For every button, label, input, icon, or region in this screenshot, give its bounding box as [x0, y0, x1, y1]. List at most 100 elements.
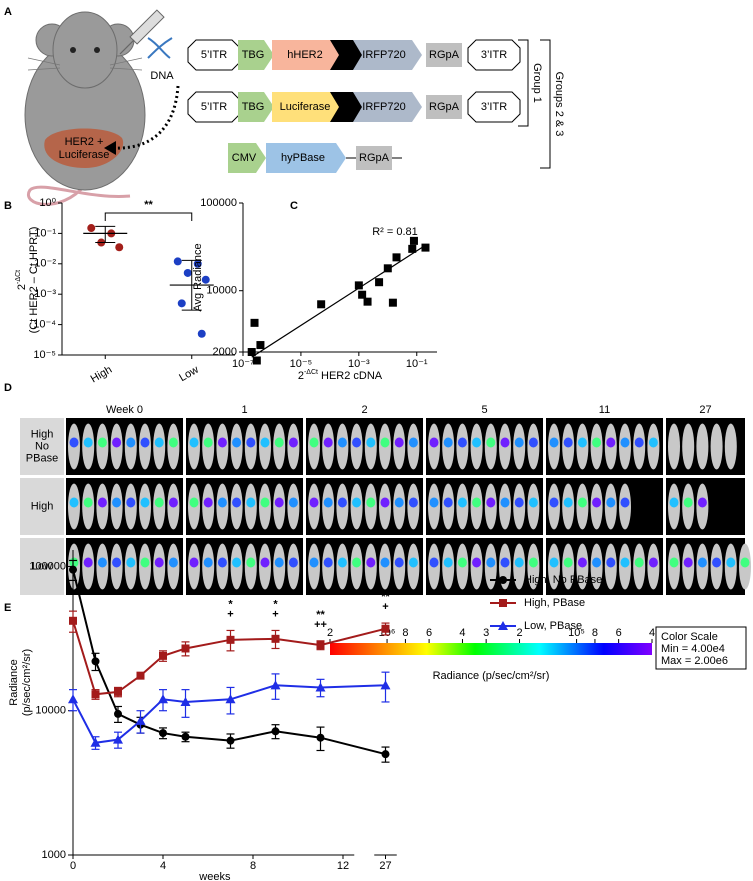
- significance-label: +: [272, 608, 278, 620]
- signal-spot: [486, 437, 496, 448]
- signal-spot: [514, 557, 524, 568]
- y-axis-title: 2-ΔCt (Ct HER2 – Ct HPRT): [15, 227, 40, 334]
- signal-spot: [577, 557, 587, 568]
- construct-label: 5’ITR: [201, 49, 227, 61]
- signal-spot: [457, 557, 467, 568]
- row-label-box: [20, 478, 64, 535]
- colorbar: [330, 643, 652, 655]
- data-point: [226, 736, 235, 745]
- signal-spot: [606, 437, 616, 448]
- signal-spot: [634, 557, 644, 568]
- signal-spot: [443, 557, 453, 568]
- legend-marker: [498, 621, 508, 630]
- data-point: [317, 300, 326, 309]
- construct-element: [272, 92, 344, 122]
- significance-label: *: [273, 598, 278, 610]
- signal-spot: [549, 557, 559, 568]
- construct-label: 3’ITR: [481, 101, 507, 113]
- series-line: [72, 569, 386, 756]
- mouse-eye: [70, 47, 76, 53]
- group-bracket: [518, 39, 529, 127]
- construct-element: [426, 95, 462, 119]
- data-point: [226, 635, 235, 644]
- construct-element: [266, 143, 346, 173]
- column-label: 5: [481, 404, 487, 416]
- construct-element: [426, 43, 462, 67]
- y-tick-label: 100000: [200, 197, 237, 209]
- construct-label: Luciferase: [280, 101, 331, 113]
- data-point: [315, 682, 326, 692]
- signal-spot: [352, 497, 362, 508]
- construct-element: [467, 91, 521, 123]
- mouse-image: [710, 423, 723, 470]
- colorbar-tick-label: 2: [516, 627, 522, 639]
- x-tick-label: 8: [250, 860, 256, 872]
- signal-spot: [740, 557, 750, 568]
- group-label: Groups 2 & 3: [553, 72, 565, 137]
- mouse-whiskers: [27, 57, 143, 71]
- construct-element: [272, 40, 344, 70]
- signal-spot: [500, 437, 510, 448]
- row-label: High: [31, 500, 54, 512]
- signal-spot: [154, 437, 164, 448]
- signal-spot: [683, 497, 693, 508]
- x-axis-title-base: 2: [298, 370, 304, 382]
- signal-spot: [486, 497, 496, 508]
- signal-spot: [288, 497, 298, 508]
- data-point: [159, 729, 167, 738]
- x-tick-label: 12: [337, 860, 349, 872]
- signal-spot: [203, 437, 213, 448]
- signal-spot: [83, 497, 93, 508]
- significance-label: **: [316, 609, 325, 621]
- signal-spot: [408, 437, 418, 448]
- y-tick-label: 10⁰: [39, 197, 56, 209]
- signal-spot: [274, 437, 284, 448]
- series-line: [72, 684, 386, 744]
- signal-spot: [140, 557, 150, 568]
- signal-spot: [203, 557, 213, 568]
- x-tick-label: 10⁻⁵: [290, 358, 313, 370]
- y-tick-label: 100000: [29, 560, 66, 572]
- signal-spot: [549, 437, 559, 448]
- legend-marker: [499, 576, 507, 584]
- mouse-illustration: [24, 11, 146, 206]
- mouse-image: [696, 423, 709, 470]
- y-axis-title: Radiance: [8, 659, 20, 705]
- construct-element: [356, 146, 392, 170]
- data-point: [113, 734, 123, 744]
- signal-spot: [83, 437, 93, 448]
- signal-spot: [380, 497, 390, 508]
- y-tick-label: 10⁻³: [34, 288, 56, 300]
- signal-spot: [168, 557, 178, 568]
- y-tick-label: 10⁻²: [34, 258, 56, 270]
- data-point: [68, 694, 78, 704]
- color-scale-box: [655, 626, 747, 670]
- injection-arrow: [111, 85, 180, 150]
- color-scale-text: Color Scale: [661, 631, 718, 643]
- signal-spot: [83, 557, 93, 568]
- signal-spot: [429, 497, 439, 508]
- significance-label: ++: [314, 619, 327, 631]
- data-point: [392, 253, 401, 262]
- signal-spot: [394, 557, 404, 568]
- colorbar-tick-label: 8: [592, 627, 598, 639]
- signal-spot: [217, 437, 227, 448]
- construct-label: RGpA: [429, 49, 460, 61]
- data-point: [247, 348, 256, 356]
- data-point: [408, 244, 417, 253]
- signal-spot: [337, 557, 347, 568]
- color-scale-text: Max = 2.00e6: [661, 655, 728, 667]
- signal-spot: [443, 497, 453, 508]
- signal-spot: [592, 497, 602, 508]
- x-axis-title-rest: HER2 cDNA: [318, 370, 383, 382]
- significance-label: *: [228, 598, 233, 610]
- data-point: [159, 651, 167, 660]
- x-tick-label: Low: [177, 364, 201, 385]
- signal-spot: [366, 437, 376, 448]
- signal-spot: [472, 557, 482, 568]
- row-label: PBase: [26, 452, 58, 464]
- construct-label: TBG: [242, 49, 265, 61]
- data-point: [256, 341, 265, 350]
- x-tick-label: 0: [70, 860, 76, 872]
